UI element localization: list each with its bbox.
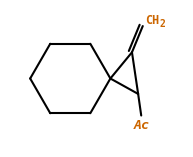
Text: Ac: Ac <box>134 119 150 132</box>
Text: 2: 2 <box>159 19 165 29</box>
Text: CH: CH <box>146 14 160 27</box>
